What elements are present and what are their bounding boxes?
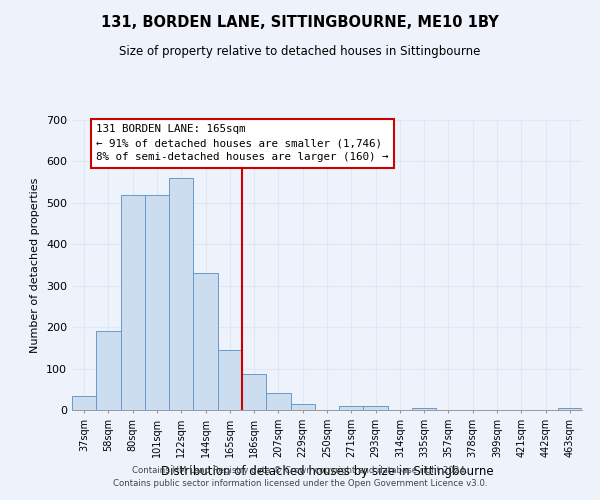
Text: Contains HM Land Registry data © Crown copyright and database right 2024.
Contai: Contains HM Land Registry data © Crown c… [113, 466, 487, 487]
Bar [72, 396, 96, 410]
Y-axis label: Number of detached properties: Number of detached properties [31, 178, 40, 352]
Bar [558, 408, 582, 410]
Bar [145, 194, 169, 410]
X-axis label: Distribution of detached houses by size in Sittingbourne: Distribution of detached houses by size … [161, 466, 493, 478]
Bar [266, 392, 290, 410]
Bar [412, 408, 436, 410]
Bar [193, 274, 218, 410]
Bar [242, 374, 266, 410]
Text: Size of property relative to detached houses in Sittingbourne: Size of property relative to detached ho… [119, 45, 481, 58]
Text: 131, BORDEN LANE, SITTINGBOURNE, ME10 1BY: 131, BORDEN LANE, SITTINGBOURNE, ME10 1B… [101, 15, 499, 30]
Bar [290, 404, 315, 410]
Bar [339, 406, 364, 410]
Bar [218, 350, 242, 410]
Bar [169, 178, 193, 410]
Text: 131 BORDEN LANE: 165sqm
← 91% of detached houses are smaller (1,746)
8% of semi-: 131 BORDEN LANE: 165sqm ← 91% of detache… [96, 124, 389, 162]
Bar [121, 194, 145, 410]
Bar [96, 332, 121, 410]
Bar [364, 406, 388, 410]
